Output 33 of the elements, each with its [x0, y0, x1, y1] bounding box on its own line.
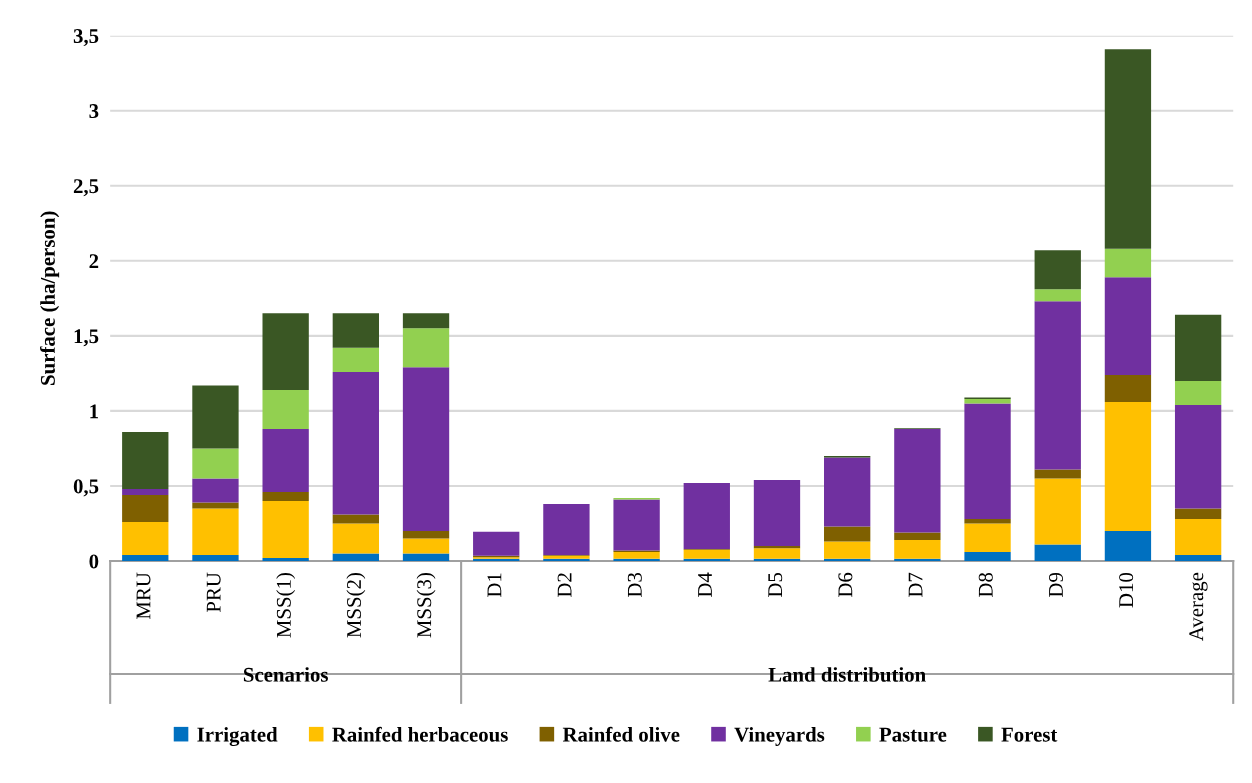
x-tick-label: MSS(3)	[416, 573, 436, 638]
y-tick-label: 3,5	[73, 29, 99, 47]
x-tick-label: D3	[627, 572, 642, 597]
y-tick-label: 1,5	[74, 329, 99, 347]
legend-label: Pasture	[879, 727, 947, 742]
legend-label: Rainfed olive	[562, 726, 680, 742]
x-tick-label: D6	[838, 572, 853, 597]
y-tick-label: 0	[89, 554, 99, 569]
x-tick-label: D5	[768, 572, 783, 597]
x-tick-label: D10	[1119, 572, 1134, 608]
legend-label: Forest	[1001, 727, 1058, 742]
x-tick-label: D7	[908, 572, 923, 597]
x-tick-label: MSS(1)	[276, 573, 296, 638]
y-axis-title: Surface (ha/person)	[40, 211, 60, 385]
legend-label: Rainfed herbaceous	[332, 726, 508, 742]
legend-label: Vineyards	[734, 727, 825, 746]
x-tick-label: D9	[1048, 572, 1063, 597]
x-tick-label: Average	[1189, 572, 1208, 641]
y-tick-label: 3	[89, 104, 99, 119]
y-tick-label: 2,5	[73, 179, 99, 197]
x-tick-label: MRU	[136, 572, 151, 619]
x-tick-label: D8	[978, 572, 993, 597]
x-tick-label: D2	[557, 573, 572, 597]
x-tick-label: D4	[698, 572, 712, 597]
legend-label: Irrigated	[197, 727, 278, 747]
x-tick-label: D1	[487, 573, 502, 597]
x-tick-label: MSS(2)	[346, 573, 366, 638]
y-tick-label: 2	[89, 254, 99, 269]
x-tick-label: PRU	[206, 572, 221, 613]
y-tick-label: 1	[90, 404, 98, 419]
text: Land distribution	[768, 667, 926, 682]
text: Scenarios	[243, 667, 328, 682]
y-tick-label: 0,5	[73, 479, 99, 497]
